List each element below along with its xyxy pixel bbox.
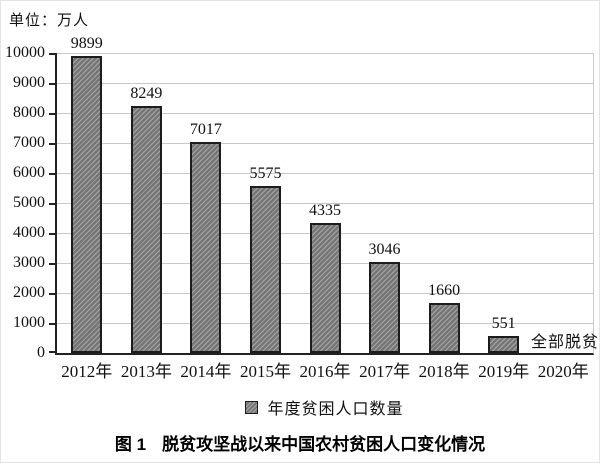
y-axis-tick [49,293,55,295]
bar-2014年 [190,142,222,353]
y-tick-label: 4000 [13,224,45,241]
x-axis-label: 2019年 [478,362,530,381]
bar-value-label: 3046 [368,241,401,258]
y-axis-tick [49,323,55,325]
bar-2013年 [130,106,162,353]
bar-2016年 [309,223,341,353]
x-axis-label: 2013年 [120,362,172,381]
y-tick-label: 0 [37,344,45,361]
x-axis-label: 2018年 [418,362,470,381]
x-axis-label: 2016年 [299,362,351,381]
bar-value-label: 8249 [130,85,163,102]
x-axis-label: 2017年 [359,362,411,381]
y-tick-label: 2000 [13,284,45,301]
y-axis-tick [49,83,55,85]
y-tick-label: 6000 [13,164,45,181]
x-axis-labels: 2012年 2013年 2014年 2015年 2016年 2017年 2018年 2019年… [57,357,593,382]
unit-label: 单位：万人 [9,13,90,29]
bar-2018年 [428,303,460,353]
y-tick-label: 5000 [13,194,45,211]
y-axis-tick [49,351,55,353]
y-axis-tick [49,53,55,55]
annotation-2020: 全部脱贫 [530,334,599,351]
bar-value-label: 1660 [428,282,461,299]
bar-2019年 [488,336,520,353]
x-axis-label: 2015年 [239,362,291,381]
y-tick-label: 1000 [13,314,45,331]
bar-2015年 [249,186,281,353]
legend-swatch-icon [245,400,259,414]
bar-value-label: 551 [491,315,516,332]
y-tick-label: 8000 [13,104,45,121]
y-axis-tick [49,263,55,265]
caption-number: 图 1 [114,435,147,454]
bar-value-label: 9899 [70,35,103,52]
y-tick-label: 3000 [13,254,45,271]
caption-text: 脱贫攻坚战以来中国农村贫困人口变化情况 [162,435,486,454]
y-tick-label: 9000 [13,74,45,91]
y-tick-label: 10000 [5,44,45,61]
bar-2017年 [369,262,401,353]
y-axis-tick [49,113,55,115]
legend: 年度贫困人口数量 [55,395,594,419]
y-axis-tick [49,173,55,175]
x-axis-label: 2012年 [61,362,113,381]
y-axis-tick [49,233,55,235]
y-axis-tick-labels: 10000 9000 8000 7000 6000 5000 4000 3000 2000 100… [1,44,48,361]
x-axis-label: 2020年 [537,362,589,381]
x-axis-label: 2014年 [180,362,232,381]
y-axis-tick [49,143,55,145]
plot-area: 全部脱贫 9899 8249 7017 5575 4335 3046 1660 551 [49,35,598,355]
bar-value-label: 4335 [309,202,341,219]
bar-2012年 [71,56,103,353]
y-tick-label: 7000 [13,134,45,151]
legend-label: 年度贫困人口数量 [267,401,404,418]
figure-caption: 图 1 脱贫攻坚战以来中国农村贫困人口变化情况 [1,430,599,455]
bar-value-label: 5575 [249,165,282,182]
y-axis-tick [49,203,55,205]
bar-value-label: 7017 [189,121,222,138]
